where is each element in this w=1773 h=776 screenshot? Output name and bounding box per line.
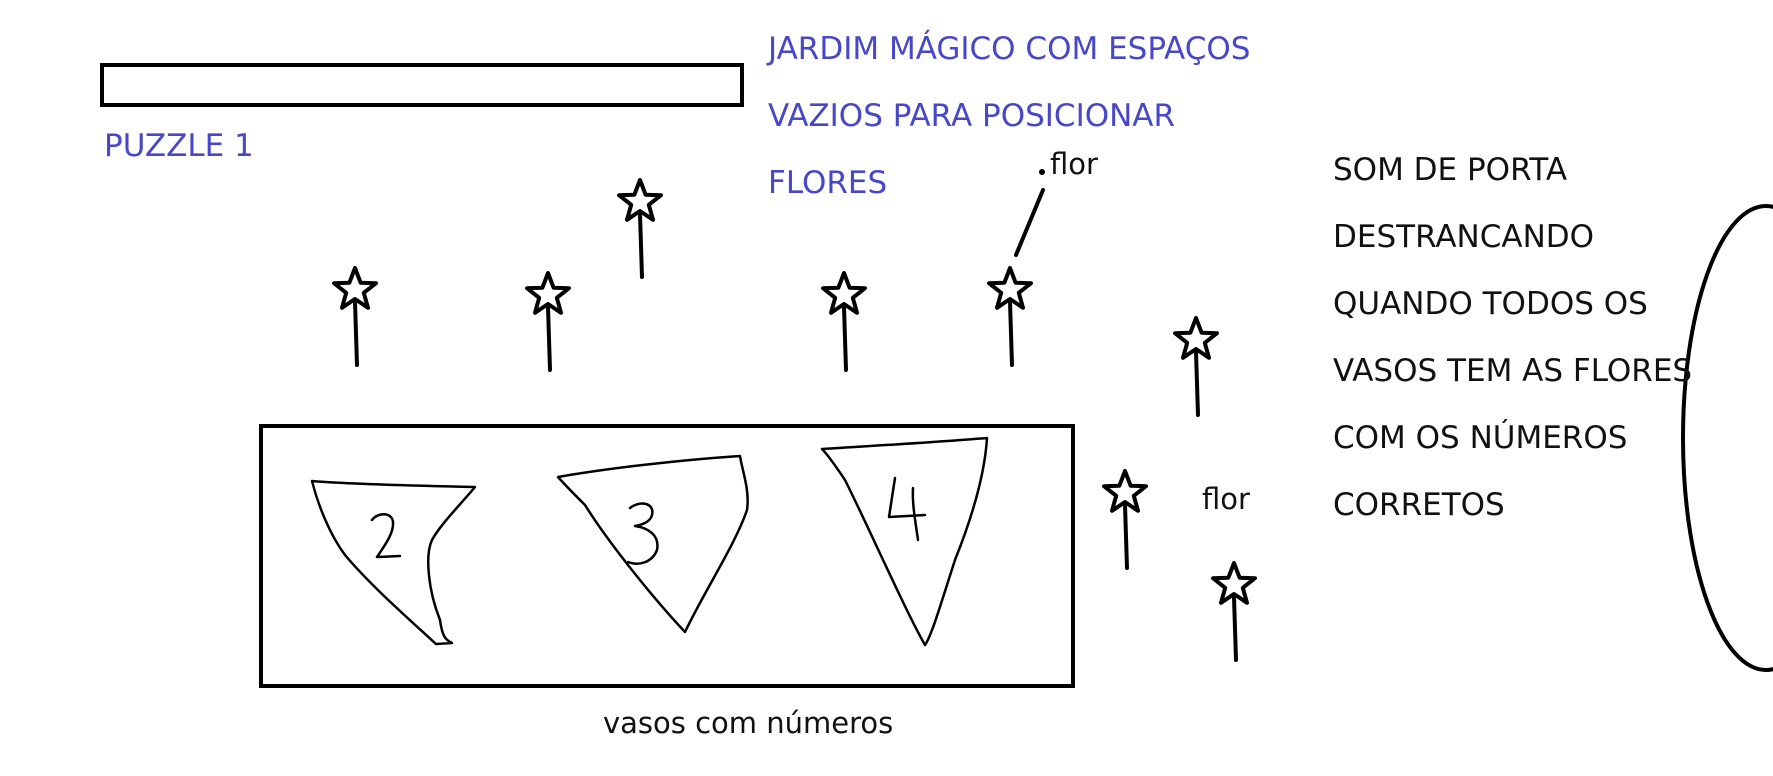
vase-number-4-mark: [887, 476, 927, 542]
description-line: DESTRANCANDO: [1333, 219, 1595, 255]
description-line: SOM DE PORTA: [1333, 152, 1568, 188]
garden-title: JARDIM MÁGICO COM ESPAÇOS VAZIOS PARA PO…: [768, 16, 1250, 217]
garden-title-line: JARDIM MÁGICO COM ESPAÇOS: [768, 31, 1251, 67]
flower-icon[interactable]: [1102, 469, 1148, 570]
flower-icon[interactable]: [617, 178, 663, 279]
puzzle-title-box: [100, 63, 744, 107]
description-line: QUANDO TODOS OS: [1333, 286, 1648, 322]
puzzle-label: PUZZLE 1: [104, 128, 254, 164]
flower-icon[interactable]: [525, 271, 571, 372]
flor-pointer-line: [1014, 188, 1045, 257]
flower-icon[interactable]: [987, 266, 1033, 367]
vase-icon[interactable]: [556, 454, 749, 634]
description-line: CORRETOS: [1333, 487, 1505, 523]
flower-icon[interactable]: [821, 271, 867, 372]
description-line: COM OS NÚMEROS: [1333, 420, 1628, 456]
flower-label-side: flor: [1202, 482, 1250, 516]
vase-number-3-mark: [626, 502, 659, 565]
vase-icon[interactable]: [310, 479, 477, 646]
door-icon[interactable]: [1681, 204, 1773, 672]
vase-number-2-mark: [370, 513, 402, 559]
flor-pointer-dot: [1039, 169, 1045, 175]
flower-icon[interactable]: [1211, 561, 1257, 662]
flower-icon[interactable]: [332, 266, 378, 367]
flower-label-top: flor: [1050, 147, 1098, 181]
flower-icon[interactable]: [1173, 316, 1219, 417]
description-line: VASOS TEM AS FLORES: [1333, 353, 1693, 389]
vase-icon[interactable]: [820, 436, 989, 647]
vases-box: [259, 424, 1075, 688]
garden-title-line: FLORES: [768, 165, 888, 201]
garden-title-line: VAZIOS PARA POSICIONAR: [768, 98, 1176, 134]
vases-caption: vasos com números: [603, 706, 894, 740]
description: SOM DE PORTA DESTRANCANDO QUANDO TODOS O…: [1333, 137, 1692, 539]
